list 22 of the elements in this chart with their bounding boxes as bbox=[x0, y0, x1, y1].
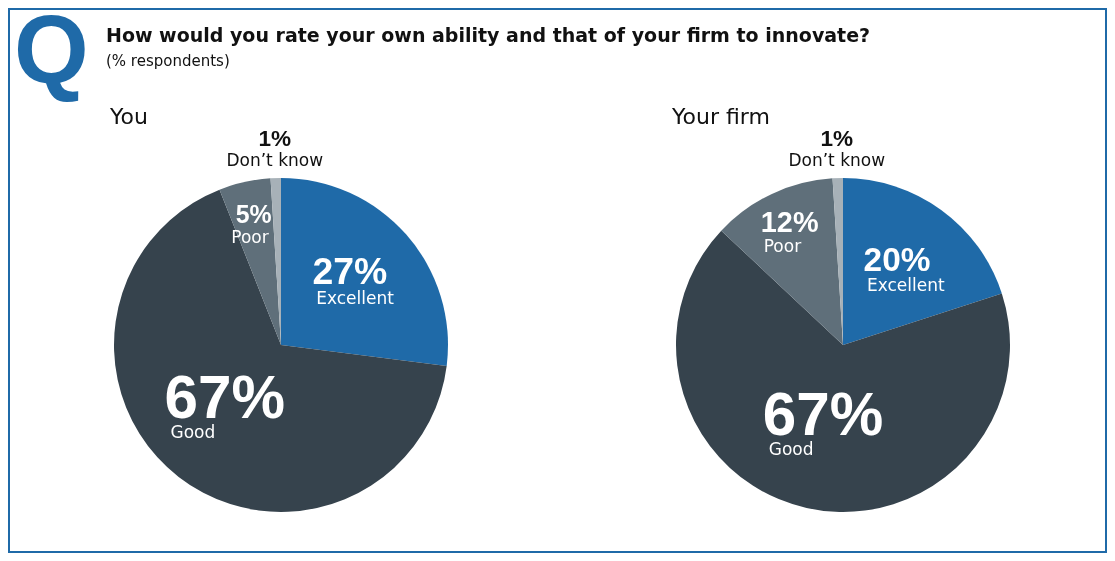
slice-label: Excellent bbox=[316, 288, 395, 309]
slice-label: Don’t know bbox=[226, 150, 324, 171]
slice-label: Poor bbox=[231, 226, 269, 247]
slice-label: Good bbox=[170, 421, 216, 442]
text: (% respondents) bbox=[106, 52, 230, 70]
pie-slice bbox=[281, 178, 448, 366]
text: How would you rate your own ability and that of your firm to innovate? bbox=[106, 24, 871, 46]
pie-slice bbox=[676, 230, 1010, 512]
pie-slice bbox=[721, 178, 843, 345]
slice-label: Poor bbox=[763, 235, 802, 256]
pie-slice bbox=[219, 178, 281, 345]
slice-label: Good bbox=[768, 438, 814, 459]
data-label: 5% bbox=[235, 200, 272, 228]
data-label: 1% bbox=[258, 126, 292, 152]
text: Q bbox=[14, 9, 89, 103]
chart-title: You bbox=[110, 104, 148, 129]
data-label: 12% bbox=[760, 205, 819, 238]
chart-title: Your firm bbox=[672, 104, 770, 129]
pie-slice bbox=[114, 189, 447, 512]
slice-label: Don’t know bbox=[788, 150, 886, 171]
pie-slice bbox=[843, 178, 1002, 345]
data-label: 1% bbox=[820, 126, 854, 152]
